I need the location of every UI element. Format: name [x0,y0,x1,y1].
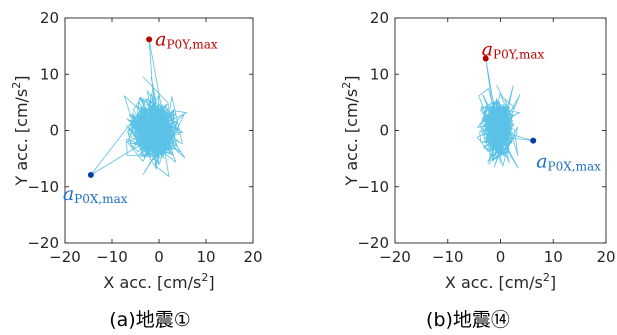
chart-panel-b: −20 −10 0 10 20 −20 −10 0 10 20 X acc. [cm/s2] Y ac… [340,9,616,331]
peak-point-marker [87,171,94,178]
x-tick-label: 0 [496,248,506,266]
y-tick-label: −20 [27,234,59,252]
y-tick-label: 20 [370,9,389,27]
peak-point-label: aP0Y,max [155,28,218,51]
peak-point-label: aP0X,max [536,151,601,174]
x-tick-label: 10 [196,248,215,266]
chart-panel-a: −20 −10 0 10 20 −20 −10 0 10 20 X acc. [cm/s2] Y ac… [10,9,263,331]
panel-caption: (b)地震⑭ [426,309,510,331]
y-tick-label: −10 [27,178,59,196]
peak-point-marker [530,137,537,144]
panel-caption: (a)地震① [109,309,191,331]
x-tick-label: 10 [544,248,563,266]
x-axis-label: X acc. [cm/s2] [445,271,556,292]
y-tick-label: 0 [379,122,389,140]
x-tick-label: 20 [243,248,262,266]
y-tick-label: 10 [40,65,59,83]
peak-point-label: aP0X,max [63,183,128,206]
x-tick-label: −20 [49,248,81,266]
acceleration-orbit-line [90,39,188,177]
x-axis-label: X acc. [cm/s2] [103,271,214,292]
x-tick-label: −20 [379,248,411,266]
peak-point-marker [482,55,489,62]
acceleration-orbit-line [476,58,534,169]
y-tick-label: −20 [357,234,389,252]
y-tick-label: −10 [357,178,389,196]
y-tick-label: 20 [40,9,59,27]
y-tick-label: 10 [370,65,389,83]
x-tick-label: 20 [596,248,615,266]
y-axis-label: Y acc. [cm/s2] [10,75,31,186]
y-axis-label: Y acc. [cm/s2] [340,75,361,186]
x-tick-label: −10 [432,248,464,266]
x-tick-label: 0 [154,248,164,266]
peak-point-marker [146,36,153,43]
y-tick-label: 0 [49,122,59,140]
peak-point-label: aP0Y,max [482,39,545,62]
x-tick-label: −10 [96,248,128,266]
